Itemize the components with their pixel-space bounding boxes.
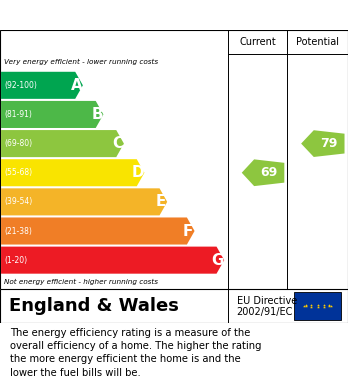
Text: England & Wales: England & Wales bbox=[9, 297, 179, 315]
Text: 2002/91/EC: 2002/91/EC bbox=[237, 307, 293, 317]
Text: E: E bbox=[156, 194, 166, 209]
Text: F: F bbox=[183, 224, 193, 239]
Polygon shape bbox=[1, 101, 103, 128]
Text: A: A bbox=[71, 78, 82, 93]
Polygon shape bbox=[242, 160, 284, 186]
Polygon shape bbox=[301, 130, 345, 157]
Text: (21-38): (21-38) bbox=[4, 226, 32, 235]
Text: Energy Efficiency Rating: Energy Efficiency Rating bbox=[9, 7, 229, 23]
Text: EU Directive: EU Directive bbox=[237, 296, 297, 306]
Text: (81-91): (81-91) bbox=[4, 110, 32, 119]
Polygon shape bbox=[1, 72, 83, 99]
Polygon shape bbox=[1, 159, 144, 186]
Text: Not energy efficient - higher running costs: Not energy efficient - higher running co… bbox=[4, 279, 158, 285]
Text: Potential: Potential bbox=[296, 37, 339, 47]
Text: Very energy efficient - lower running costs: Very energy efficient - lower running co… bbox=[4, 59, 158, 65]
Text: (39-54): (39-54) bbox=[4, 197, 32, 206]
Text: 79: 79 bbox=[321, 137, 338, 150]
Text: (92-100): (92-100) bbox=[4, 81, 37, 90]
Text: (55-68): (55-68) bbox=[4, 168, 32, 177]
Text: (1-20): (1-20) bbox=[4, 256, 27, 265]
Text: D: D bbox=[132, 165, 144, 180]
Text: 69: 69 bbox=[261, 166, 278, 179]
Polygon shape bbox=[1, 217, 195, 244]
Polygon shape bbox=[1, 247, 224, 274]
Text: B: B bbox=[91, 107, 103, 122]
Text: Current: Current bbox=[239, 37, 276, 47]
Text: The energy efficiency rating is a measure of the
overall efficiency of a home. T: The energy efficiency rating is a measur… bbox=[10, 328, 262, 378]
Text: (69-80): (69-80) bbox=[4, 139, 32, 148]
Polygon shape bbox=[1, 130, 124, 157]
Polygon shape bbox=[1, 188, 167, 215]
Text: G: G bbox=[212, 253, 224, 268]
Bar bbox=[294, 292, 341, 320]
Text: C: C bbox=[112, 136, 123, 151]
